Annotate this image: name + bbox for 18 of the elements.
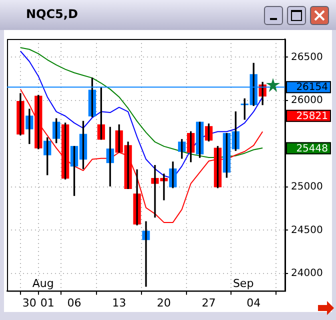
annotation: Aug (32, 277, 54, 290)
annotation: Sep (232, 277, 254, 290)
chart-title: NQC5,D (26, 7, 78, 21)
y-tick-label: 25000 (291, 182, 323, 193)
y-tick-label: 24500 (291, 224, 323, 236)
x-tick-label: 04 (246, 296, 261, 310)
x-tick-label: 27 (202, 296, 216, 310)
x-tick-label: 01 (40, 296, 54, 310)
x-tick-label: 20 (156, 296, 171, 310)
ref-line-label: 26154 (296, 82, 328, 94)
y-tick-label: 24000 (291, 268, 323, 280)
text: 25448 (296, 143, 328, 154)
y-tick-label: 26000 (291, 95, 323, 106)
x-tick-label: 06 (67, 296, 82, 310)
x-tick-label: 13 (112, 296, 126, 310)
text: 25821 (296, 111, 328, 122)
x-tick-label: 30 (22, 296, 36, 310)
y-tick-label: 26500 (291, 52, 323, 63)
